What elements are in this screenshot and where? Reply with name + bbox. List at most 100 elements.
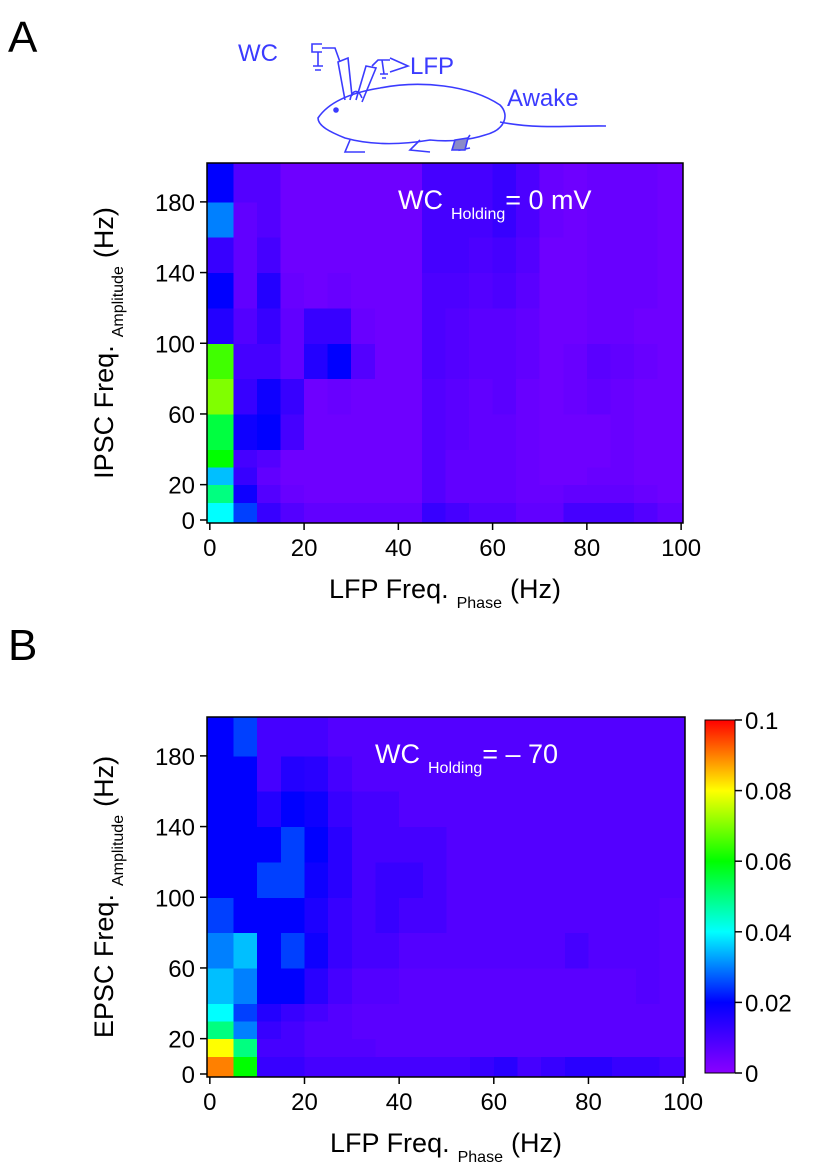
heatmap-cell xyxy=(207,484,234,503)
heatmap-cell xyxy=(563,378,588,415)
heatmap-cell xyxy=(445,163,470,203)
heatmap-cell xyxy=(493,897,518,934)
heatmap-cell xyxy=(399,791,424,828)
heatmap-cell xyxy=(233,163,258,203)
heatmap-cell xyxy=(492,237,517,274)
annotation-main: WC xyxy=(398,185,443,215)
heatmap-cell xyxy=(304,449,329,468)
heatmap-cell xyxy=(422,897,447,934)
axis-label-unit: (Hz) xyxy=(89,207,119,258)
heatmap-cell xyxy=(446,1038,471,1057)
heatmap-cell xyxy=(588,1038,613,1057)
heatmap-cell xyxy=(612,791,637,828)
heatmap-cell xyxy=(304,897,329,934)
heatmap-cell xyxy=(445,484,470,503)
heatmap-cell xyxy=(586,163,611,203)
heatmap-cell xyxy=(635,826,660,863)
heatmap-cell xyxy=(328,826,353,863)
heatmap-cell xyxy=(280,201,305,238)
heatmap-cell xyxy=(446,1003,471,1022)
heatmap-cell xyxy=(492,272,517,309)
heatmap-cell xyxy=(399,897,424,934)
heatmap-cell xyxy=(563,466,588,486)
heatmap-cell xyxy=(422,861,447,898)
annotation-main: WC xyxy=(375,739,420,769)
heatmap-cell xyxy=(659,1056,686,1078)
heatmap-cell xyxy=(233,466,258,486)
heatmap-cell xyxy=(610,449,635,468)
heatmap-cell xyxy=(541,717,566,757)
heatmap-cell xyxy=(351,484,376,503)
heatmap-cell xyxy=(493,791,518,828)
heatmap-cell xyxy=(233,967,258,1004)
heatmap-cell xyxy=(280,1038,305,1057)
heatmap-cell xyxy=(256,502,282,524)
heatmap-cell xyxy=(257,1003,282,1022)
heatmap-cell xyxy=(492,343,517,380)
heatmap-cell xyxy=(446,1020,471,1040)
heatmap-cell xyxy=(304,378,329,415)
heatmap-cell xyxy=(516,163,541,203)
heatmap-cell xyxy=(328,932,353,969)
heatmap-cell xyxy=(563,502,588,524)
heatmap-cell xyxy=(563,237,588,274)
heatmap-cell xyxy=(257,791,282,828)
heatmap-cell xyxy=(351,201,376,238)
heatmap-cell xyxy=(563,272,588,309)
heatmap-cell xyxy=(563,163,588,203)
heatmap-cell xyxy=(635,861,660,898)
heatmap-cell xyxy=(257,755,282,792)
heatmap-cell xyxy=(612,1038,637,1057)
heatmap-cell xyxy=(327,502,352,524)
heatmap-cell xyxy=(280,272,305,309)
heatmap-cell xyxy=(588,897,613,934)
heatmap-cell xyxy=(399,1038,424,1057)
heatmap-cell xyxy=(398,449,423,468)
x-tick-label: 100 xyxy=(661,535,701,562)
heatmap-cell xyxy=(469,237,494,274)
heatmap-cell xyxy=(492,378,517,415)
axis-label-unit: (Hz) xyxy=(510,574,561,604)
heatmap-cell xyxy=(351,897,376,934)
heatmap-cell xyxy=(470,1038,495,1057)
heatmap-cell xyxy=(374,272,399,309)
heatmap-cell xyxy=(516,449,541,468)
heatmap-cell xyxy=(398,502,423,524)
heatmap-cell xyxy=(610,343,635,380)
heatmap-cells xyxy=(207,163,684,524)
heatmap-cell xyxy=(564,861,589,898)
heatmap-cell xyxy=(207,717,235,757)
heatmap-cell xyxy=(493,826,518,863)
heatmap-cell xyxy=(374,201,399,238)
annotation-rest: = 0 mV xyxy=(505,185,591,215)
heatmap-cell xyxy=(280,449,305,468)
heatmap-cell xyxy=(541,897,566,934)
y-tick-label: 100 xyxy=(155,885,195,912)
heatmap-cell xyxy=(516,413,541,450)
heatmap-cell xyxy=(375,967,400,1004)
heatmap-cell xyxy=(633,449,659,468)
heatmap-cell xyxy=(470,897,495,934)
colorbar-tick-label: 0.04 xyxy=(745,920,792,947)
heatmap-cell xyxy=(304,791,329,828)
heatmap-cell xyxy=(469,201,494,238)
heatmap-cell xyxy=(657,466,684,486)
heatmap-cell xyxy=(207,237,234,274)
heatmap-cell xyxy=(257,1020,282,1040)
heatmap-cell xyxy=(233,717,258,757)
heatmap-cell xyxy=(493,1056,518,1078)
heatmap-cell xyxy=(659,826,686,863)
x-tick-label: 20 xyxy=(291,1089,318,1116)
heatmap-cell xyxy=(207,1003,235,1022)
heatmap-cell xyxy=(659,861,686,898)
heatmap-cell xyxy=(351,378,376,415)
heatmap-cell xyxy=(280,502,305,524)
heatmap-cell xyxy=(541,791,566,828)
heatmap-cell xyxy=(280,861,305,898)
heatmap-cell xyxy=(327,449,352,468)
heatmap-cell xyxy=(233,897,258,934)
annotation-sub: Holding xyxy=(451,206,505,223)
heatmap-cell xyxy=(233,1003,258,1022)
heatmap-cell xyxy=(470,755,495,792)
heatmap-cell xyxy=(328,755,353,792)
